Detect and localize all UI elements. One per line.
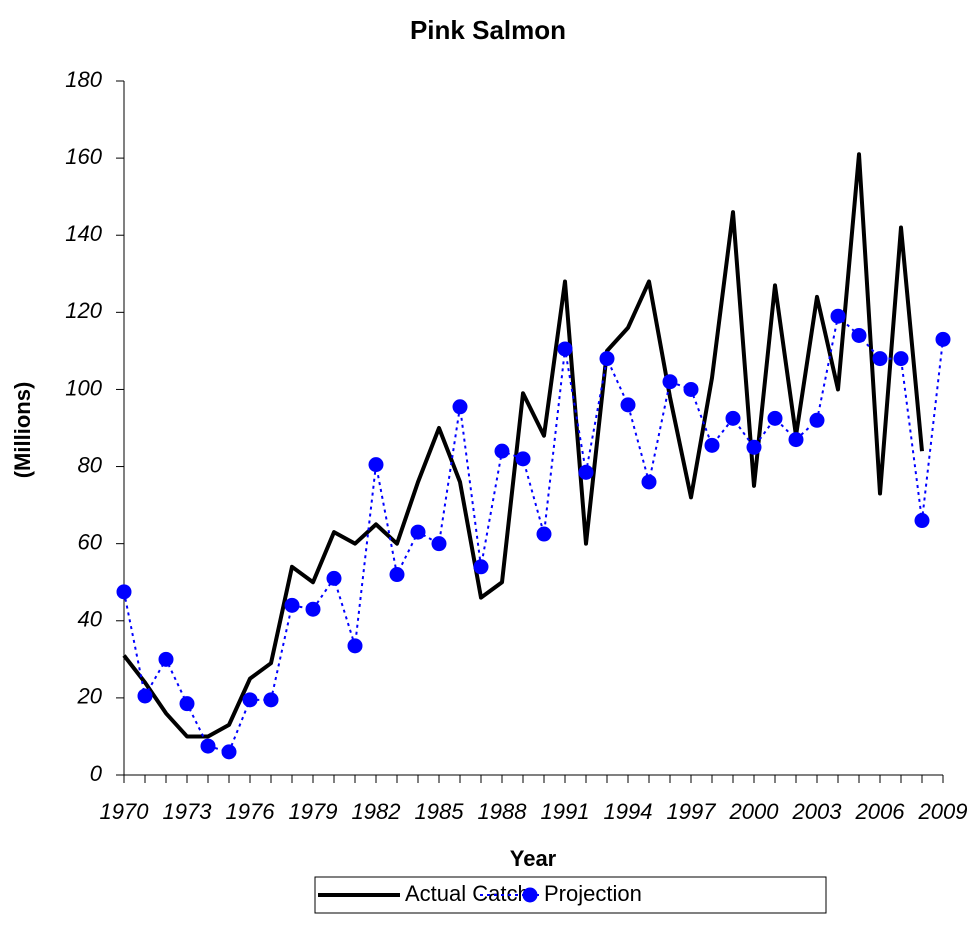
x-tick-label: 1970 <box>100 799 150 824</box>
series-marker <box>263 692 279 708</box>
series-marker <box>872 351 888 367</box>
x-tick-label: 2003 <box>792 799 843 824</box>
series-marker <box>830 308 846 324</box>
y-tick-label: 0 <box>90 761 103 786</box>
series-marker <box>599 351 615 367</box>
series-marker <box>725 410 741 426</box>
series-marker <box>515 451 531 467</box>
series-marker <box>557 341 573 357</box>
x-tick-label: 1982 <box>352 799 401 824</box>
series-marker <box>494 443 510 459</box>
y-axis-label: (Millions) <box>10 382 35 479</box>
y-tick-label: 80 <box>78 452 103 477</box>
x-tick-label: 1976 <box>226 799 276 824</box>
series-marker <box>704 437 720 453</box>
series-marker <box>536 526 552 542</box>
series-marker <box>305 601 321 617</box>
series-marker <box>809 412 825 428</box>
series-marker <box>620 397 636 413</box>
series-marker <box>326 570 342 586</box>
y-tick-label: 60 <box>78 529 103 554</box>
x-axis-label: Year <box>510 846 557 871</box>
series-marker <box>431 536 447 552</box>
x-tick-label: 1973 <box>163 799 213 824</box>
y-tick-label: 180 <box>65 67 102 92</box>
series-marker <box>158 651 174 667</box>
series-marker <box>368 457 384 473</box>
series-marker <box>116 584 132 600</box>
x-tick-label: 2006 <box>855 799 906 824</box>
legend-marker <box>522 887 538 903</box>
y-tick-label: 20 <box>77 684 103 709</box>
x-tick-label: 1994 <box>604 799 653 824</box>
x-tick-label: 1997 <box>667 799 717 824</box>
series-marker <box>641 474 657 490</box>
series-marker <box>935 331 951 347</box>
series-marker <box>452 399 468 415</box>
legend-box <box>314 876 827 914</box>
series-marker <box>683 381 699 397</box>
x-tick-label: 1988 <box>478 799 528 824</box>
series-marker <box>179 696 195 712</box>
legend-label: Actual Catch <box>405 881 530 906</box>
series-marker <box>914 513 930 529</box>
series-marker <box>284 597 300 613</box>
series-marker <box>137 688 153 704</box>
y-tick-label: 40 <box>78 607 103 632</box>
series-line <box>123 315 944 753</box>
series-marker <box>578 464 594 480</box>
series-marker <box>200 738 216 754</box>
x-tick-label: 2009 <box>918 799 968 824</box>
y-tick-label: 160 <box>65 144 102 169</box>
y-tick-label: 120 <box>65 298 102 323</box>
series-marker <box>851 327 867 343</box>
series-marker <box>662 374 678 390</box>
series-marker <box>410 524 426 540</box>
x-tick-label: 1991 <box>541 799 590 824</box>
series-line <box>122 152 924 739</box>
legend-label: Projection <box>544 881 642 906</box>
series-marker <box>221 744 237 760</box>
series-marker <box>389 567 405 583</box>
series-marker <box>473 559 489 575</box>
series-marker <box>767 410 783 426</box>
x-tick-label: 2000 <box>729 799 780 824</box>
series-marker <box>788 432 804 448</box>
series-marker <box>893 351 909 367</box>
series-marker <box>746 439 762 455</box>
series-marker <box>347 638 363 654</box>
x-tick-label: 1985 <box>415 799 465 824</box>
series-marker <box>242 692 258 708</box>
y-tick-label: 100 <box>65 375 102 400</box>
y-tick-label: 140 <box>65 221 102 246</box>
chart-title: Pink Salmon <box>410 15 566 45</box>
x-tick-label: 1979 <box>289 799 338 824</box>
